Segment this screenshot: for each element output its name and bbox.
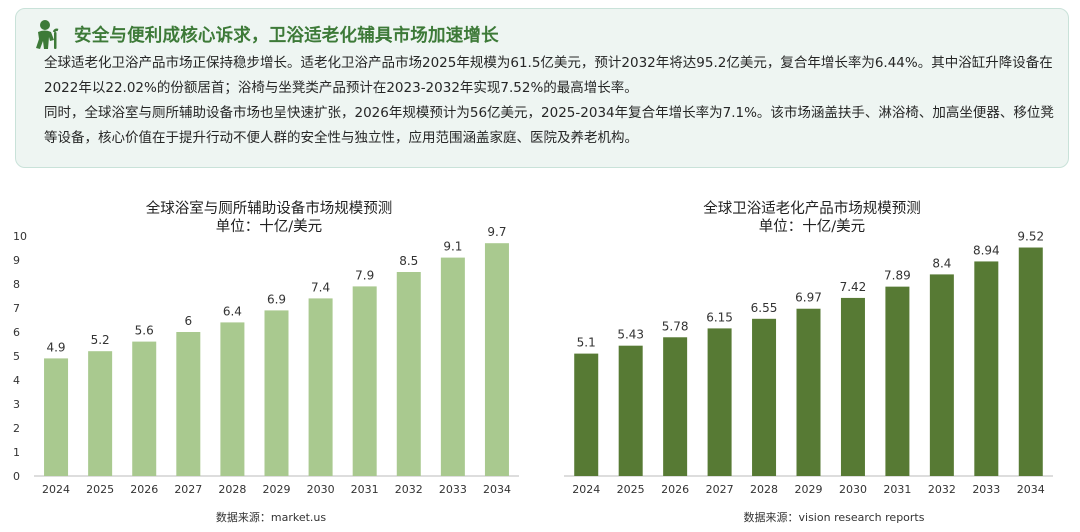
summary-card: 安全与便利成核心诉求，卫浴适老化辅具市场加速增长 全球适老化卫浴产品市场正保持稳… [15,8,1069,168]
bar-2027 [707,328,732,476]
summary-text: 全球适老化卫浴产品市场正保持稳步增长。适老化卫浴产品市场2025年规模为61.5… [44,51,1056,151]
data-label: 8.4 [932,256,951,270]
bar-2030 [840,297,865,476]
chart-title: 全球浴室与厕所辅助设备市场规模预测 [146,199,393,217]
x-tick-label: 2032 [395,483,423,496]
y-tick-label: 5 [13,350,20,363]
x-tick-label: 2030 [839,483,867,496]
chart-subtitle: 单位：十亿/美元 [216,218,322,235]
x-tick-label: 2033 [972,483,1000,496]
bar-2025 [618,345,643,476]
source-note: 数据来源：market.us [216,510,327,524]
data-label: 6.55 [751,301,778,315]
data-label: 6.4 [223,304,242,318]
data-label: 7.42 [840,280,867,294]
bar-2033 [974,261,999,476]
data-label: 7.4 [311,280,330,294]
bar-2026 [132,341,157,476]
bar-2028 [220,322,245,476]
x-tick-label: 2026 [130,483,158,496]
data-label: 7.89 [884,269,911,283]
data-label: 8.94 [973,243,1000,257]
x-tick-label: 2027 [174,483,202,496]
data-label: 6.9 [267,292,286,306]
data-label: 6.15 [706,310,733,324]
x-tick-label: 2030 [307,483,335,496]
x-tick-label: 2026 [661,483,689,496]
bar-2032 [396,272,421,476]
x-tick-label: 2034 [1017,483,1045,496]
bar-2034 [484,243,509,476]
x-tick-label: 2029 [263,483,291,496]
data-label: 7.9 [355,268,374,282]
x-tick-label: 2029 [795,483,823,496]
chart-subtitle: 单位：十亿/美元 [759,218,865,235]
data-label: 9.52 [1017,230,1044,244]
bar-2033 [440,257,465,476]
y-tick-label: 3 [13,398,20,411]
data-label: 5.78 [662,319,689,333]
data-label: 5.1 [577,336,596,350]
data-label: 9.1 [443,240,462,254]
x-tick-label: 2031 [351,483,379,496]
bar-2024 [574,353,599,476]
y-tick-label: 0 [13,470,20,483]
x-tick-label: 2025 [617,483,645,496]
x-tick-label: 2027 [706,483,734,496]
data-label: 6 [184,314,192,328]
y-tick-label: 1 [13,446,20,459]
data-label: 8.5 [399,254,418,268]
y-tick-label: 8 [13,278,20,291]
source-note: 数据来源：vision research reports [744,510,925,524]
bar-2028 [752,318,777,476]
y-tick-label: 10 [13,230,27,243]
data-label: 5.43 [617,328,644,342]
x-tick-label: 2025 [86,483,114,496]
chart-aging-bath-products: 全球卫浴适老化产品市场规模预测 单位：十亿/美元 5.1 2024 5.43 2025 5.… [552,195,1072,529]
bar-2027 [176,332,201,476]
bar-2034 [1018,247,1043,476]
paragraph-2: 同时，全球浴室与厕所辅助设备市场也呈快速扩张，2026年规模预计为56亿美元，2… [44,105,1054,146]
y-tick-label: 2 [13,422,20,435]
page-title: 安全与便利成核心诉求，卫浴适老化辅具市场加速增长 [74,25,499,46]
data-label: 4.9 [46,340,65,354]
bar-2026 [663,337,688,476]
y-tick-label: 9 [13,254,20,267]
data-label: 5.6 [135,324,154,338]
summary-header: 安全与便利成核心诉求，卫浴适老化辅具市场加速增长 [32,18,499,50]
x-tick-label: 2028 [750,483,778,496]
x-tick-label: 2032 [928,483,956,496]
bar-2029 [264,310,289,476]
bar-2025 [88,351,113,476]
bar-2029 [796,308,821,476]
bar-2031 [885,286,910,476]
x-tick-label: 2024 [42,483,70,496]
x-tick-label: 2033 [439,483,467,496]
chart-bathroom-aids: 全球浴室与厕所辅助设备市场规模预测 单位：十亿/美元 0 1 2 3 4 5 6 7 8 9 10 4.9… [8,195,530,529]
bar-2030 [308,298,333,476]
data-label: 9.7 [487,225,506,239]
x-tick-label: 2031 [883,483,911,496]
x-tick-label: 2028 [218,483,246,496]
bar-2024 [44,358,69,476]
y-tick-label: 6 [13,326,20,339]
paragraph-1: 全球适老化卫浴产品市场正保持稳步增长。适老化卫浴产品市场2025年规模为61.5… [44,55,1053,96]
y-tick-label: 7 [13,302,20,315]
chart-title: 全球卫浴适老化产品市场规模预测 [703,199,921,217]
data-label: 6.97 [795,291,822,305]
x-tick-label: 2024 [572,483,600,496]
y-tick-label: 4 [13,374,20,387]
bar-2031 [352,286,377,476]
elderly-person-icon [36,20,59,49]
data-label: 5.2 [91,333,110,347]
bar-2032 [929,274,954,476]
x-tick-label: 2034 [483,483,511,496]
